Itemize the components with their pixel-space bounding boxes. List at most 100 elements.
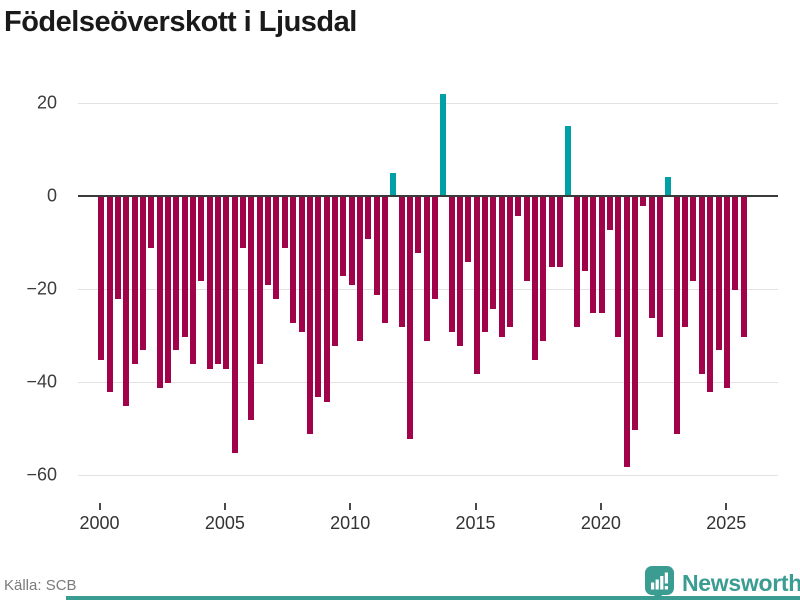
bar <box>165 197 171 383</box>
y-tick-label: 0 <box>46 185 57 206</box>
bar <box>206 197 213 369</box>
bar <box>523 197 530 281</box>
bar <box>723 197 730 388</box>
x-tick-label: 2000 <box>79 513 120 533</box>
bar <box>198 197 205 281</box>
x-tick-mark <box>98 503 101 510</box>
source-label: Källa: SCB <box>4 577 77 594</box>
bar <box>615 197 622 337</box>
bar <box>440 94 447 196</box>
newsworthy-logo[interactable]: Newsworthy <box>644 565 800 600</box>
bar <box>557 197 563 267</box>
bar <box>673 197 680 434</box>
bar <box>306 197 313 434</box>
bar <box>415 197 422 253</box>
bar <box>406 197 413 439</box>
bar <box>448 197 455 332</box>
x-tick-label: 2020 <box>580 513 621 533</box>
bar <box>548 197 555 267</box>
bar <box>273 197 280 299</box>
logo-wordmark: Newsworthy <box>682 569 800 596</box>
x-tick-label: 2010 <box>330 513 371 533</box>
bar <box>456 197 463 346</box>
bar <box>340 197 347 276</box>
x-tick-mark <box>474 503 477 510</box>
y-tick-label: −20 <box>26 278 57 299</box>
bar <box>356 197 363 341</box>
bar <box>698 197 705 374</box>
bar <box>715 197 722 350</box>
bar <box>532 197 538 360</box>
bar <box>657 197 664 337</box>
bar <box>140 197 146 350</box>
bottom-accent-rule <box>66 596 800 600</box>
bar <box>565 126 572 196</box>
bar <box>690 197 697 281</box>
chart-title: Födelseöverskott i Ljusdal <box>4 6 357 38</box>
bar <box>540 197 547 341</box>
bar <box>256 197 263 364</box>
bar <box>123 197 130 406</box>
bar <box>648 197 655 318</box>
gridline-y--40 <box>78 382 778 383</box>
bar <box>598 197 605 313</box>
y-tick-label: −60 <box>26 464 57 485</box>
bar <box>665 177 672 196</box>
bar <box>98 197 105 360</box>
bar <box>281 197 288 248</box>
bar <box>740 197 747 337</box>
gridline-y-20 <box>78 103 778 104</box>
bar <box>290 197 297 323</box>
bar <box>390 173 397 196</box>
bar <box>582 197 588 271</box>
bar <box>190 197 196 364</box>
bar <box>156 197 163 388</box>
bar-chart-pin-icon <box>644 565 675 600</box>
bar <box>431 197 438 299</box>
bar <box>181 197 188 337</box>
bar <box>315 197 322 397</box>
bar <box>640 197 647 206</box>
bar <box>131 197 138 364</box>
bar <box>607 197 613 230</box>
x-tick-mark <box>725 503 728 510</box>
bar <box>223 197 230 369</box>
bar <box>215 197 222 364</box>
bar <box>473 197 480 374</box>
y-tick-label: −40 <box>26 371 57 392</box>
bar <box>490 197 497 309</box>
bar <box>423 197 430 341</box>
bar <box>707 197 714 392</box>
bar <box>590 197 597 313</box>
bar <box>481 197 488 332</box>
bar <box>240 197 247 248</box>
bar <box>623 197 630 467</box>
bar <box>498 197 505 337</box>
bar <box>381 197 388 323</box>
bar <box>331 197 338 346</box>
y-tick-label: 20 <box>36 92 57 113</box>
bar <box>398 197 405 327</box>
x-tick-mark <box>349 503 352 510</box>
bar <box>365 197 372 239</box>
x-tick-label: 2015 <box>455 513 496 533</box>
bar <box>265 197 272 285</box>
x-tick-label: 2005 <box>204 513 245 533</box>
bar <box>348 197 355 285</box>
bar <box>173 197 180 350</box>
gridline-y--60 <box>78 475 778 476</box>
bar <box>106 197 113 392</box>
bar <box>465 197 472 262</box>
bar <box>507 197 513 327</box>
x-tick-mark <box>223 503 226 510</box>
bar <box>115 197 121 299</box>
bar <box>573 197 580 327</box>
bar <box>732 197 739 290</box>
bar <box>373 197 380 295</box>
bar <box>682 197 689 327</box>
bar <box>298 197 305 332</box>
zero-line <box>78 195 778 197</box>
bar <box>515 197 522 216</box>
